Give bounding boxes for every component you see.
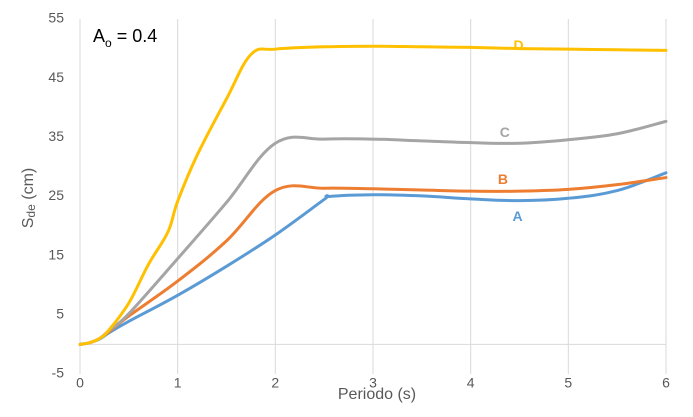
series-label-c: C bbox=[500, 124, 510, 140]
ao-annotation-sub: o bbox=[105, 36, 112, 50]
y-axis-title-rest: (cm) bbox=[20, 168, 37, 204]
x-tick-label: 3 bbox=[369, 374, 377, 390]
y-tick-label: 25 bbox=[48, 187, 64, 203]
series-label-b: B bbox=[498, 171, 508, 187]
x-tick-label: 1 bbox=[174, 374, 182, 390]
x-tick-label: 6 bbox=[662, 374, 670, 390]
y-tick-label: 35 bbox=[48, 128, 64, 144]
series-layer bbox=[78, 44, 668, 346]
series-label-a: A bbox=[512, 208, 522, 224]
series-line-d bbox=[78, 44, 668, 346]
y-axis-title-sub: de bbox=[24, 204, 38, 218]
label-layer: A B C D bbox=[498, 37, 524, 224]
y-axis-title: Sde (cm) bbox=[20, 168, 38, 228]
y-tick-label: 55 bbox=[48, 10, 64, 26]
y-tick-label: 45 bbox=[48, 69, 64, 85]
series-label-d: D bbox=[513, 37, 523, 53]
y-axis-title-main: S bbox=[20, 218, 37, 229]
grid-layer bbox=[79, 19, 667, 374]
y-tick-label: 15 bbox=[48, 246, 64, 262]
ao-annotation-rest: = 0.4 bbox=[112, 26, 158, 46]
ao-annotation-main: A bbox=[93, 26, 105, 46]
x-axis-title: Periodo (s) bbox=[338, 386, 416, 403]
x-tick-label: 0 bbox=[76, 374, 84, 390]
ao-annotation: Ao = 0.4 bbox=[93, 26, 157, 50]
x-tick-label: 5 bbox=[564, 374, 572, 390]
x-tick-label: 4 bbox=[467, 374, 475, 390]
y-tick-label: -5 bbox=[52, 365, 65, 381]
y-tick-label: 5 bbox=[56, 306, 64, 322]
x-tick-label: 2 bbox=[271, 374, 279, 390]
